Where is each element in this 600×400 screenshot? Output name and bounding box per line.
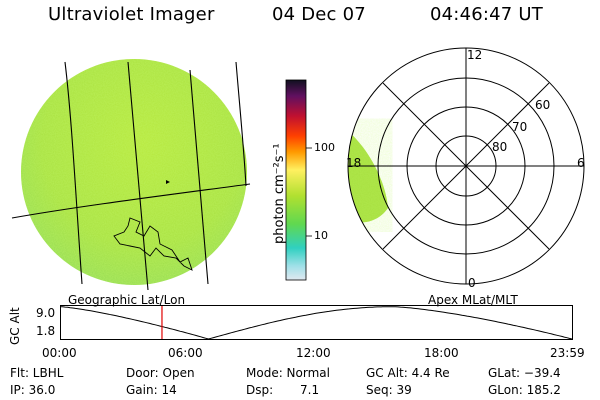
glat-info: GLat: −39.4 bbox=[488, 366, 561, 380]
ip-info: IP: 36.0 bbox=[10, 383, 56, 397]
mlt-label-noon: 12 bbox=[467, 48, 483, 62]
dsp-value: 7.1 bbox=[300, 383, 320, 397]
altitude-y-max: 9.0 bbox=[36, 306, 56, 320]
colorbar-tick-100: 100 bbox=[314, 141, 335, 154]
mlat-label-60: 60 bbox=[535, 98, 551, 112]
colorbar bbox=[285, 79, 312, 281]
altitude-axis-title: GC Alt bbox=[8, 307, 22, 345]
x-tick-1800: 18:00 bbox=[424, 346, 459, 360]
coastline bbox=[113, 217, 193, 271]
x-tick-0600: 06:00 bbox=[168, 346, 203, 360]
date-label: 04 Dec 07 bbox=[272, 4, 366, 25]
polar-grid bbox=[347, 47, 585, 285]
x-tick-2359: 23:59 bbox=[550, 346, 585, 360]
mlt-label-dusk: 18 bbox=[346, 156, 362, 170]
left-map-caption: Geographic Lat/Lon bbox=[68, 293, 186, 307]
mode-info: Mode: Normal bbox=[246, 366, 330, 380]
subsatellite-marker bbox=[166, 180, 170, 184]
colorbar-tick-10: 10 bbox=[314, 229, 328, 242]
mlt-label-dawn: 6 bbox=[577, 156, 585, 170]
time-label: 04:46:47 UT bbox=[430, 4, 543, 25]
dsp-label: Dsp: bbox=[246, 383, 274, 397]
polar-plot bbox=[347, 47, 585, 285]
x-tick-1200: 12:00 bbox=[296, 346, 331, 360]
mlat-label-70: 70 bbox=[512, 120, 528, 134]
right-map-caption: Apex MLat/MLT bbox=[428, 293, 518, 307]
door-info: Door: Open bbox=[126, 366, 195, 380]
gc-alt-info: GC Alt: 4.4 Re bbox=[366, 366, 450, 380]
instrument-title: Ultraviolet Imager bbox=[48, 4, 215, 25]
colorbar-scale bbox=[285, 79, 307, 281]
altitude-plot-frame bbox=[60, 305, 573, 340]
colorbar-ticks bbox=[306, 147, 312, 237]
altitude-plot bbox=[60, 305, 573, 340]
altitude-curve bbox=[60, 306, 573, 340]
lat-lon-grid bbox=[11, 61, 251, 291]
gain-info: Gain: 14 bbox=[126, 383, 177, 397]
x-tick-0000: 00:00 bbox=[42, 346, 77, 360]
geographic-image bbox=[11, 59, 251, 291]
colorbar-unit-label: photon cm⁻²s⁻¹ bbox=[272, 143, 287, 244]
mlat-label-80: 80 bbox=[492, 140, 508, 154]
polar-coverage bbox=[348, 128, 388, 223]
mlt-label-midnight: 0 bbox=[468, 276, 476, 290]
earth-disk bbox=[21, 59, 247, 285]
filter-info: Flt: LBHL bbox=[10, 366, 64, 380]
altitude-y-min: 1.8 bbox=[36, 324, 56, 338]
seq-info: Seq: 39 bbox=[366, 383, 412, 397]
glon-info: GLon: 185.2 bbox=[488, 383, 561, 397]
